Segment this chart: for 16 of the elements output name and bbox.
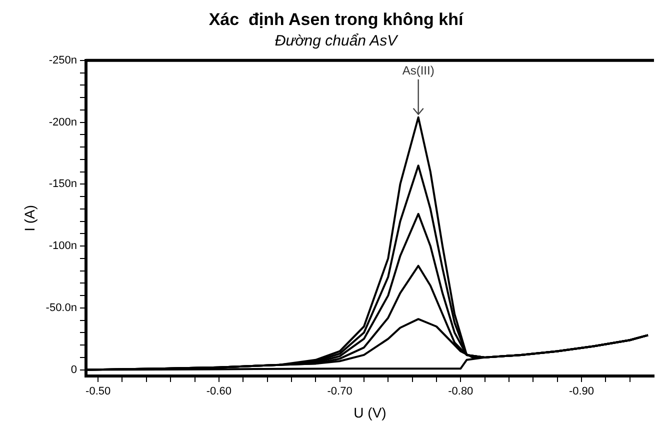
- chart-subtitle: Đường chuẩn AsV: [274, 32, 400, 50]
- y-tick-label: -50.0n: [46, 302, 77, 314]
- y-tick-label: 0: [70, 364, 77, 376]
- chart-title: Xác định Asen trong không khí: [208, 10, 464, 29]
- annotation: As(III): [402, 63, 434, 78]
- x-tick-label: -0.80: [448, 386, 474, 398]
- y-tick-label: -100n: [48, 240, 77, 252]
- x-axis-title: U (V): [354, 404, 386, 420]
- x-tick-label: -0.60: [206, 386, 232, 398]
- x-tick-label: -0.90: [568, 386, 594, 398]
- x-tick-label: -0.70: [327, 386, 352, 398]
- y-tick-label: -150n: [48, 178, 77, 190]
- x-tick-label: -0.50: [86, 386, 111, 398]
- y-tick-label: -200n: [48, 116, 77, 128]
- y-tick-label: -250n: [48, 54, 77, 66]
- y-axis-title: I (A): [21, 204, 38, 232]
